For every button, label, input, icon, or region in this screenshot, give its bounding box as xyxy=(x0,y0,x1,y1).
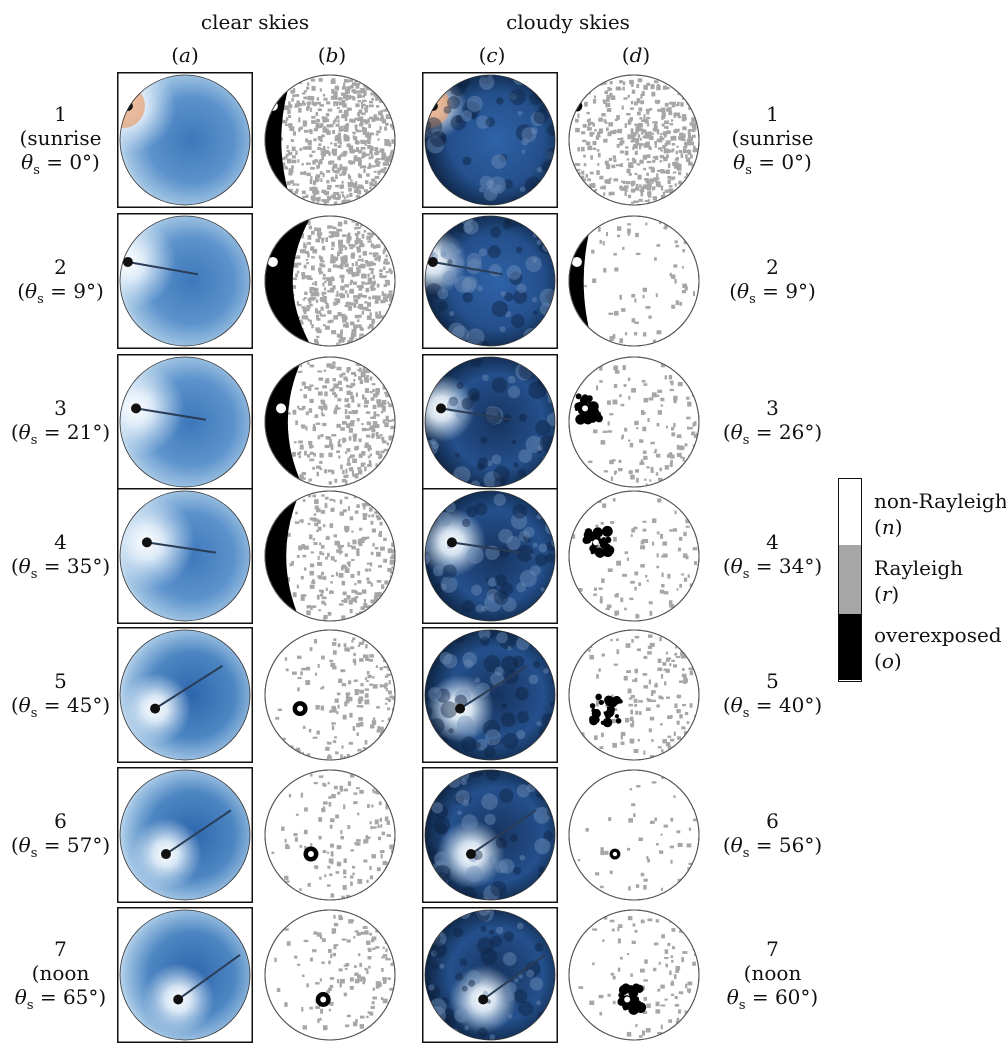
panel-b-6 xyxy=(262,767,398,903)
panel-b-5 xyxy=(262,627,398,763)
row-label-left-1: 1 (sunrise θs = 0°) xyxy=(19,102,102,178)
panel-d-3 xyxy=(566,354,702,490)
cloudy-skies-title: cloudy skies xyxy=(506,10,630,34)
legend-label-overexposed: overexposed (o) xyxy=(874,623,1002,673)
panel-b-1 xyxy=(262,72,398,208)
panel-b-4 xyxy=(262,488,398,624)
row-label-left-6: 6 (θs = 57°) xyxy=(10,809,111,861)
panel-b-2 xyxy=(262,213,398,349)
panel-c-7 xyxy=(422,907,558,1043)
panel-c-4 xyxy=(422,488,558,624)
panel-a-6 xyxy=(117,767,253,903)
panel-d-1 xyxy=(566,72,702,208)
row-label-left-2: 2 (θs = 9°) xyxy=(17,255,104,307)
panel-d-7 xyxy=(566,907,702,1043)
legend-swatch-non-rayleigh xyxy=(839,479,861,545)
panel-a-5 xyxy=(117,627,253,763)
panel-d-2 xyxy=(566,213,702,349)
row-label-right-5: 5 (θs = 40°) xyxy=(722,669,823,721)
legend-label-non-rayleigh: non-Rayleigh (n) xyxy=(874,489,1006,539)
panel-d-6 xyxy=(566,767,702,903)
legend-swatch-overexposed xyxy=(839,614,861,680)
row-label-right-7: 7 (noon θs = 60°) xyxy=(726,937,819,1013)
legend-swatch-rayleigh xyxy=(839,545,861,614)
column-label-a: (a) xyxy=(171,43,199,67)
row-label-left-4: 4 (θs = 35°) xyxy=(10,530,111,582)
row-label-right-3: 3 (θs = 26°) xyxy=(722,396,823,448)
panel-c-3 xyxy=(422,354,558,490)
panel-a-1 xyxy=(117,72,253,208)
panel-a-2 xyxy=(117,213,253,349)
legend-colorbar xyxy=(838,478,862,682)
legend-label-rayleigh: Rayleigh (r) xyxy=(874,556,964,606)
row-label-right-1: 1 (sunrise θs = 0°) xyxy=(731,102,814,178)
row-label-left-5: 5 (θs = 45°) xyxy=(10,669,111,721)
panel-c-2 xyxy=(422,213,558,349)
panel-d-5 xyxy=(566,627,702,763)
panel-d-4 xyxy=(566,488,702,624)
panel-b-7 xyxy=(262,907,398,1043)
row-label-left-7: 7 (noon θs = 65°) xyxy=(14,937,107,1013)
column-label-b: (b) xyxy=(317,43,347,67)
column-label-c: (c) xyxy=(478,43,506,67)
panel-c-1 xyxy=(422,72,558,208)
panel-a-4 xyxy=(117,488,253,624)
panel-b-3 xyxy=(262,354,398,490)
panel-c-5 xyxy=(422,627,558,763)
panel-a-7 xyxy=(117,907,253,1043)
row-label-left-3: 3 (θs = 21°) xyxy=(10,396,111,448)
row-label-right-6: 6 (θs = 56°) xyxy=(722,809,823,861)
clear-skies-title: clear skies xyxy=(200,10,310,34)
column-label-d: (d) xyxy=(621,43,651,67)
row-label-right-4: 4 (θs = 34°) xyxy=(722,530,823,582)
row-label-right-2: 2 (θs = 9°) xyxy=(729,255,816,307)
panel-c-6 xyxy=(422,767,558,903)
panel-a-3 xyxy=(117,354,253,490)
